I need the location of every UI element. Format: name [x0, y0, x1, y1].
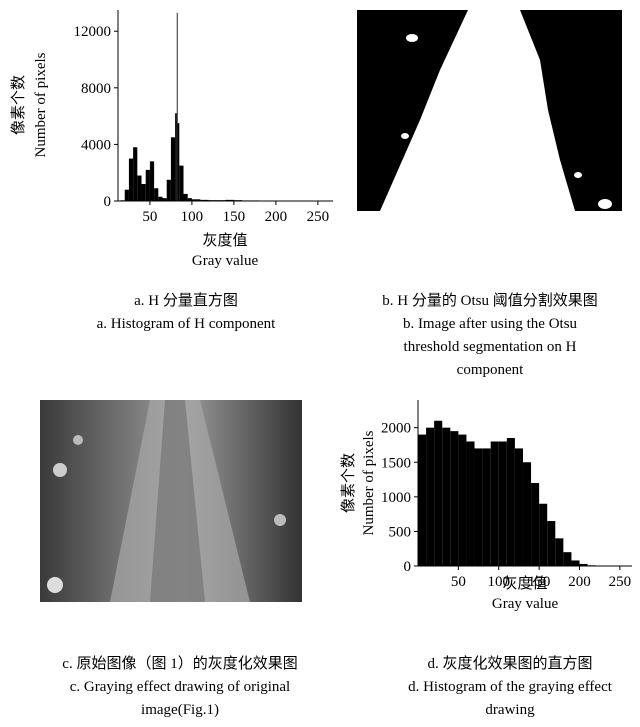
x-tick-label: 100: [181, 209, 204, 225]
bar: [158, 197, 162, 201]
bar: [434, 421, 442, 566]
x-tick-label: 50: [142, 209, 157, 225]
x-tick-label: 250: [307, 209, 330, 225]
caption: b. H 分量的 Otsu 阈值分割效果图: [382, 292, 597, 309]
bar: [523, 462, 531, 566]
x-tick-label: 150: [223, 209, 246, 225]
bar: [133, 147, 137, 201]
caption: component: [457, 362, 524, 378]
bar: [491, 442, 499, 567]
bar: [458, 435, 466, 566]
bar: [137, 176, 141, 201]
bar: [555, 538, 563, 566]
caption: a. Histogram of H component: [97, 316, 277, 332]
y-axis-label: Number of pixels: [361, 430, 377, 535]
caption: b. Image after using the Otsu: [403, 316, 578, 332]
y-tick-label: 12000: [74, 24, 112, 40]
bar: [175, 113, 177, 201]
y-tick-label: 0: [404, 559, 412, 575]
x-tick-label: 200: [568, 574, 591, 590]
bar: [515, 448, 523, 566]
bar: [171, 137, 175, 201]
bar: [507, 438, 515, 566]
caption: c. 原始图像（图 1）的灰度化效果图: [62, 655, 297, 672]
bar: [125, 190, 129, 201]
bar: [150, 161, 154, 201]
figure: 0400080001200050100150200250像素个数Number o…: [0, 0, 640, 722]
gray-image: [40, 400, 302, 602]
bar: [177, 13, 178, 201]
bar: [418, 435, 426, 566]
caption: threshold segmentation on H: [404, 339, 577, 355]
bar: [475, 448, 483, 566]
caption: d. Histogram of the graying effect: [408, 679, 613, 695]
y-tick-label: 500: [389, 524, 412, 540]
x-tick-label: 200: [265, 209, 288, 225]
bar: [547, 521, 555, 566]
bar: [571, 560, 579, 566]
bar: [450, 431, 458, 566]
x-axis-label: Gray value: [492, 596, 559, 612]
y-tick-label: 1500: [381, 455, 411, 471]
bar: [483, 448, 491, 566]
bar: [179, 166, 183, 201]
y-tick-label: 0: [104, 194, 112, 210]
y-axis-label: 像素个数: [10, 75, 27, 135]
y-tick-label: 4000: [81, 137, 111, 153]
caption: c. Graying effect drawing of original: [70, 679, 290, 695]
x-axis-label: 灰度值: [502, 575, 547, 592]
y-axis-label: Number of pixels: [33, 52, 49, 157]
bar: [178, 123, 180, 201]
otsu-image: [357, 10, 622, 211]
bar: [539, 504, 547, 566]
bar: [184, 194, 188, 201]
bar: [531, 483, 539, 566]
y-tick-label: 1000: [381, 490, 411, 506]
bar: [167, 180, 171, 201]
bar: [426, 428, 434, 566]
caption: image(Fig.1): [141, 702, 219, 718]
bar: [129, 159, 133, 201]
bar: [146, 170, 150, 201]
caption: a. H 分量直方图: [134, 292, 238, 309]
y-axis-label: 像素个数: [340, 453, 357, 513]
x-tick-label: 250: [609, 574, 632, 590]
y-tick-label: 2000: [381, 421, 411, 437]
caption: d. 灰度化效果图的直方图: [427, 655, 592, 672]
bar: [499, 442, 507, 567]
bar: [442, 428, 450, 566]
x-axis-label: 灰度值: [202, 232, 247, 249]
caption: drawing: [485, 702, 535, 718]
y-tick-label: 8000: [81, 81, 111, 97]
x-axis-label: Gray value: [192, 253, 259, 269]
bar: [154, 188, 158, 201]
bar: [142, 184, 146, 201]
bar: [466, 442, 474, 567]
x-tick-label: 50: [451, 574, 466, 590]
bar: [563, 552, 571, 566]
